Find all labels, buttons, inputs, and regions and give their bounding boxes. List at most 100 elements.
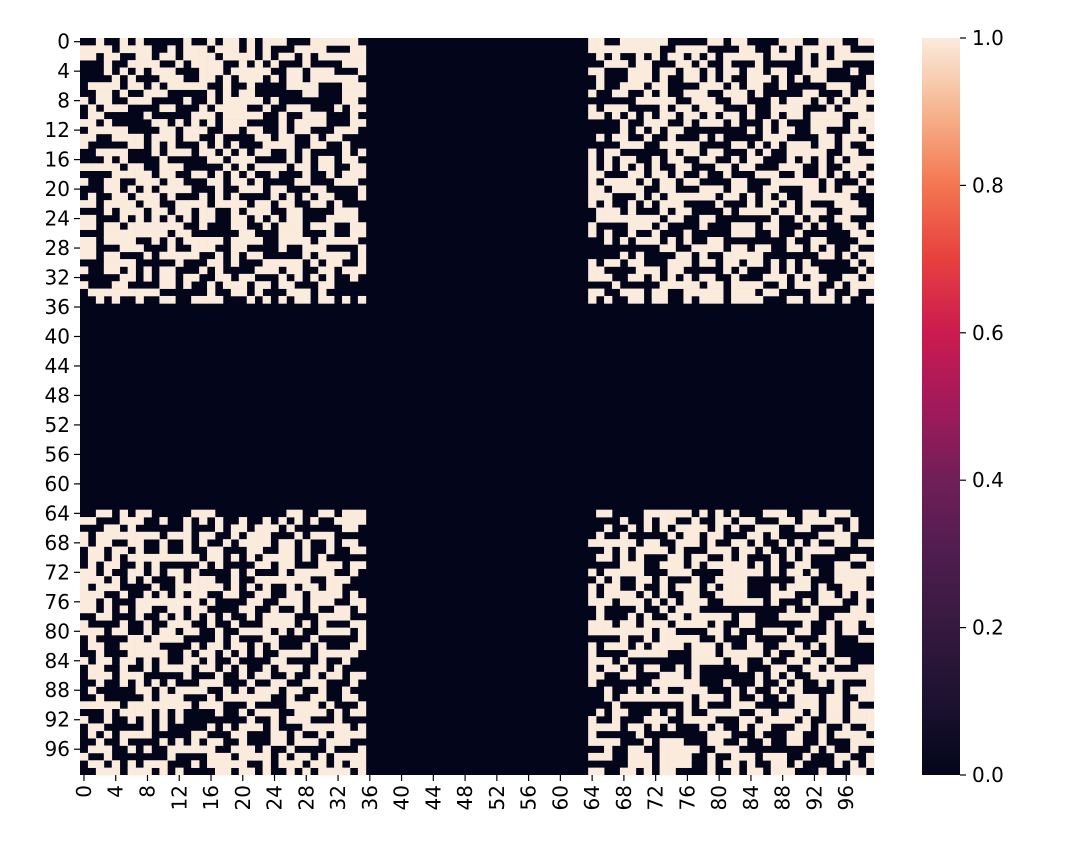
- heatmap-cell: [604, 229, 613, 238]
- heatmap-cell: [286, 266, 295, 275]
- heatmap-cell: [739, 590, 748, 599]
- heatmap-cell: [596, 605, 605, 614]
- heatmap-cell: [286, 576, 295, 584]
- heatmap-cell: [270, 620, 279, 628]
- heatmap-cell: [318, 222, 327, 230]
- heatmap-cell: [238, 111, 248, 120]
- heatmap-cell: [286, 767, 295, 776]
- heatmap-cell: [342, 517, 351, 525]
- heatmap-cell: [342, 657, 351, 665]
- heatmap-cell: [357, 266, 367, 275]
- heatmap-cell: [246, 539, 256, 547]
- heatmap-cell: [143, 745, 152, 754]
- heatmap-cell: [635, 236, 645, 245]
- heatmap-cell: [175, 716, 184, 724]
- heatmap-cell: [167, 52, 176, 61]
- heatmap-cell: [302, 649, 311, 658]
- heatmap-cell: [810, 605, 819, 614]
- heatmap-cell: [87, 590, 97, 599]
- heatmap-cell: [342, 52, 351, 61]
- heatmap-cell: [707, 214, 716, 223]
- heatmap-cell: [238, 288, 248, 297]
- heatmap-cell: [786, 686, 795, 695]
- heatmap-cell: [357, 222, 367, 230]
- heatmap-cell: [270, 723, 279, 732]
- heatmap-cell: [175, 207, 184, 216]
- heatmap-cell: [866, 273, 875, 282]
- heatmap-cell: [80, 251, 89, 260]
- heatmap-cell: [659, 649, 668, 658]
- heatmap-cell: [214, 583, 224, 592]
- heatmap-cell: [707, 74, 716, 83]
- heatmap-cell: [651, 236, 660, 245]
- heatmap-cell: [810, 288, 819, 297]
- heatmap-cell: [214, 266, 224, 275]
- y-tick-label: 60: [45, 472, 70, 496]
- heatmap-cell: [850, 229, 859, 238]
- heatmap-cell: [103, 730, 113, 739]
- heatmap-cell: [278, 259, 287, 267]
- heatmap-cell: [604, 104, 613, 113]
- heatmap-cell: [238, 671, 248, 680]
- heatmap-cell: [286, 583, 295, 592]
- heatmap-cell: [588, 767, 597, 776]
- heatmap-cell: [349, 214, 359, 223]
- heatmap-cell: [159, 657, 168, 665]
- heatmap-cell: [675, 259, 684, 267]
- heatmap-cell: [810, 126, 819, 135]
- heatmap-cell: [326, 701, 335, 710]
- heatmap-cell: [707, 38, 716, 46]
- heatmap-cell: [87, 546, 97, 555]
- heatmap-cell: [707, 52, 716, 61]
- heatmap-cell: [151, 568, 160, 577]
- heatmap-cell: [842, 627, 851, 636]
- heatmap-cell: [342, 214, 351, 223]
- heatmap-cell: [349, 273, 359, 282]
- heatmap-cell: [222, 273, 232, 282]
- heatmap-cell: [286, 760, 295, 768]
- heatmap-cell: [810, 664, 819, 673]
- heatmap-cell: [357, 767, 367, 776]
- heatmap-cell: [111, 576, 121, 584]
- heatmap-cell: [262, 207, 271, 216]
- heatmap-cell: [262, 671, 271, 680]
- heatmap-cell: [135, 598, 144, 606]
- heatmap-cell: [183, 45, 192, 54]
- heatmap-cell: [699, 620, 708, 628]
- heatmap-cell: [739, 546, 748, 555]
- heatmap-cell: [286, 281, 295, 289]
- heatmap-cell: [127, 133, 136, 142]
- heatmap-cell: [127, 760, 136, 768]
- heatmap-cell: [683, 141, 692, 149]
- heatmap-cell: [238, 163, 248, 172]
- heatmap-cell: [334, 723, 343, 732]
- heatmap-cell: [699, 104, 708, 113]
- heatmap-cell: [683, 45, 692, 54]
- heatmap-cell: [80, 583, 89, 592]
- heatmap-cell: [596, 509, 605, 518]
- heatmap-cell: [739, 539, 748, 547]
- heatmap-cell: [95, 649, 105, 658]
- heatmap-cell: [842, 45, 851, 54]
- x-tick-label: 4: [104, 785, 128, 798]
- heatmap-cell: [175, 605, 184, 614]
- heatmap-cell: [619, 119, 629, 127]
- heatmap-cell: [175, 553, 184, 562]
- heatmap-cell: [294, 738, 303, 746]
- heatmap-cell: [119, 509, 128, 518]
- heatmap-cell: [611, 148, 621, 157]
- heatmap-cell: [230, 620, 240, 628]
- heatmap-cell: [675, 745, 684, 754]
- heatmap-cell: [850, 119, 859, 127]
- heatmap-cell: [127, 163, 136, 172]
- heatmap-cell: [222, 82, 232, 90]
- heatmap-cell: [683, 273, 692, 282]
- heatmap-cell: [635, 126, 645, 135]
- heatmap-cell: [214, 259, 224, 267]
- heatmap-cell: [214, 760, 224, 768]
- heatmap-cell: [334, 178, 343, 186]
- heatmap-cell: [794, 612, 803, 621]
- y-tick-label: 52: [45, 413, 70, 437]
- heatmap-cell: [207, 288, 216, 297]
- heatmap-cell: [262, 767, 271, 776]
